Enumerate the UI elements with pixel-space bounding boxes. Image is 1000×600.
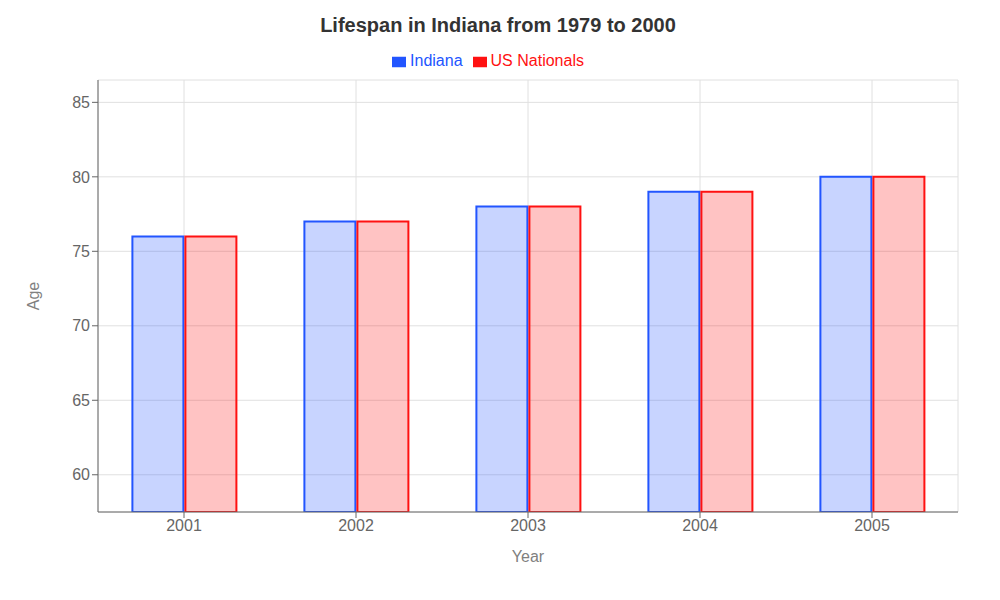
html-text:Indiana: Indiana: [410, 52, 463, 69]
svg-text:75: 75: [72, 243, 90, 260]
svg-text:2003: 2003: [510, 517, 546, 534]
svg-text:2004: 2004: [682, 517, 718, 534]
svg-text:70: 70: [72, 317, 90, 334]
svg-text:85: 85: [72, 94, 90, 111]
svg-text:2002: 2002: [338, 517, 374, 534]
svg-text:60: 60: [72, 466, 90, 483]
svg-text:65: 65: [72, 392, 90, 409]
svg-text:2005: 2005: [854, 517, 890, 534]
html-text:US Nationals: US Nationals: [490, 52, 584, 69]
svg-text:Age: Age: [25, 282, 42, 311]
svg-text:80: 80: [72, 169, 90, 186]
svg-text:2001: 2001: [166, 517, 202, 534]
html-text:Lifespan in Indiana from 1979: Lifespan in Indiana from 1979 to 2000: [320, 14, 676, 36]
svg-text:Year: Year: [512, 548, 545, 565]
